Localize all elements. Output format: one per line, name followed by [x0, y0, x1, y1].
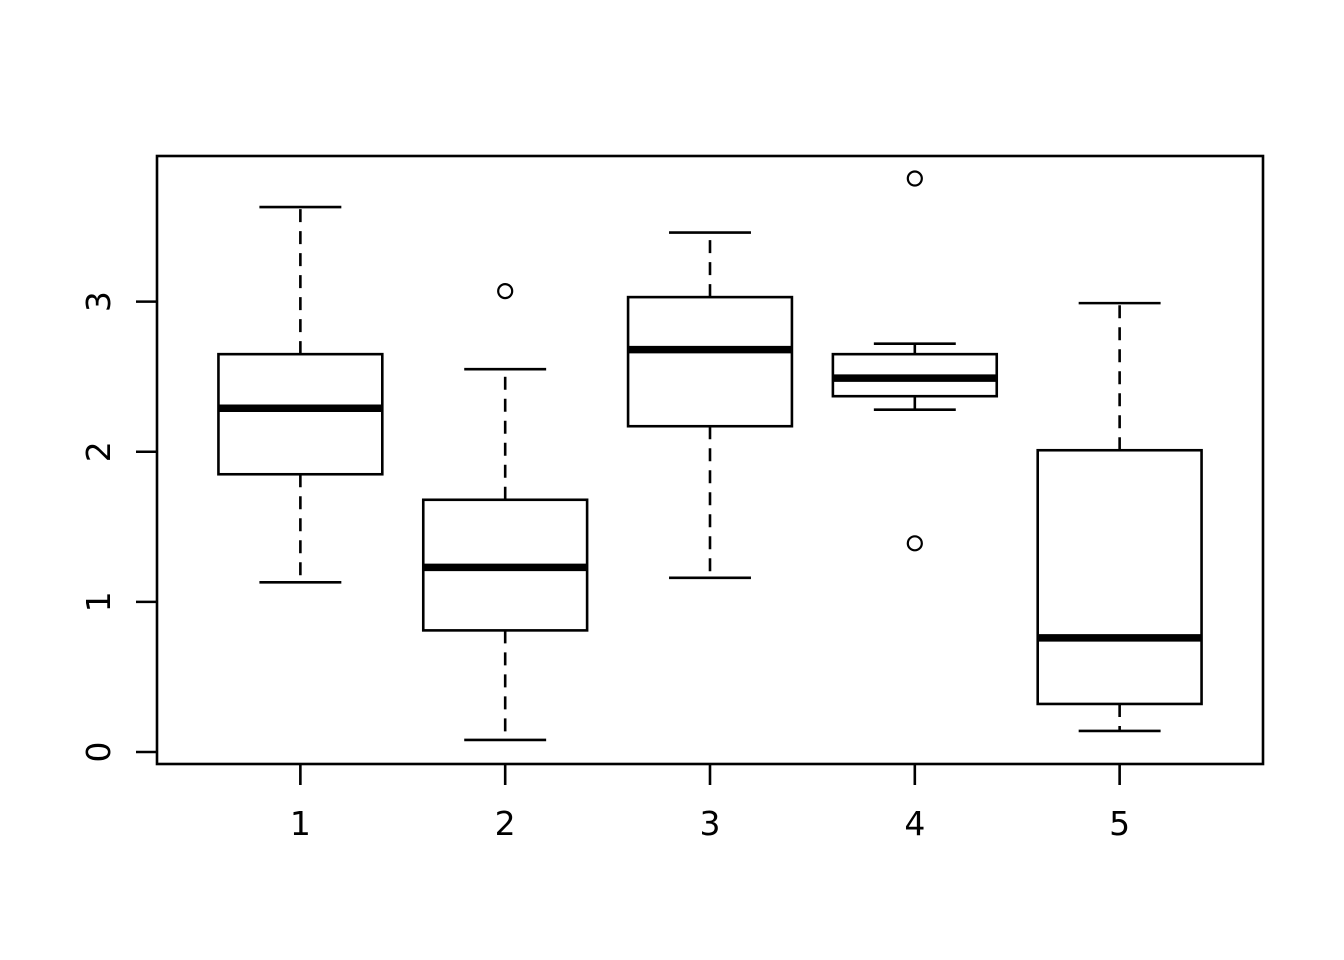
y-tick-label: 3 — [79, 291, 118, 312]
boxplot-group-3 — [626, 231, 794, 580]
y-tick-label: 2 — [79, 441, 118, 462]
plot-border — [155, 154, 1265, 766]
boxplot-group-2 — [421, 283, 589, 742]
y-tick-label: 1 — [79, 591, 118, 612]
y-tick-label: 0 — [79, 741, 118, 762]
x-tick-label: 4 — [904, 804, 925, 843]
box-rect — [626, 295, 794, 428]
x-tick-label: 3 — [700, 804, 721, 843]
box-rect — [1036, 448, 1203, 706]
x-tick-label: 5 — [1109, 804, 1130, 843]
x-tick-label: 2 — [495, 804, 516, 843]
outlier-point — [906, 535, 923, 552]
x-tick-label: 1 — [290, 804, 311, 843]
box-rect — [217, 352, 384, 476]
outlier-point — [497, 283, 514, 300]
boxplot-group-5 — [1036, 301, 1203, 733]
boxplot-group-1 — [217, 205, 384, 584]
outlier-point — [906, 170, 923, 187]
boxplot-group-4 — [831, 170, 999, 552]
